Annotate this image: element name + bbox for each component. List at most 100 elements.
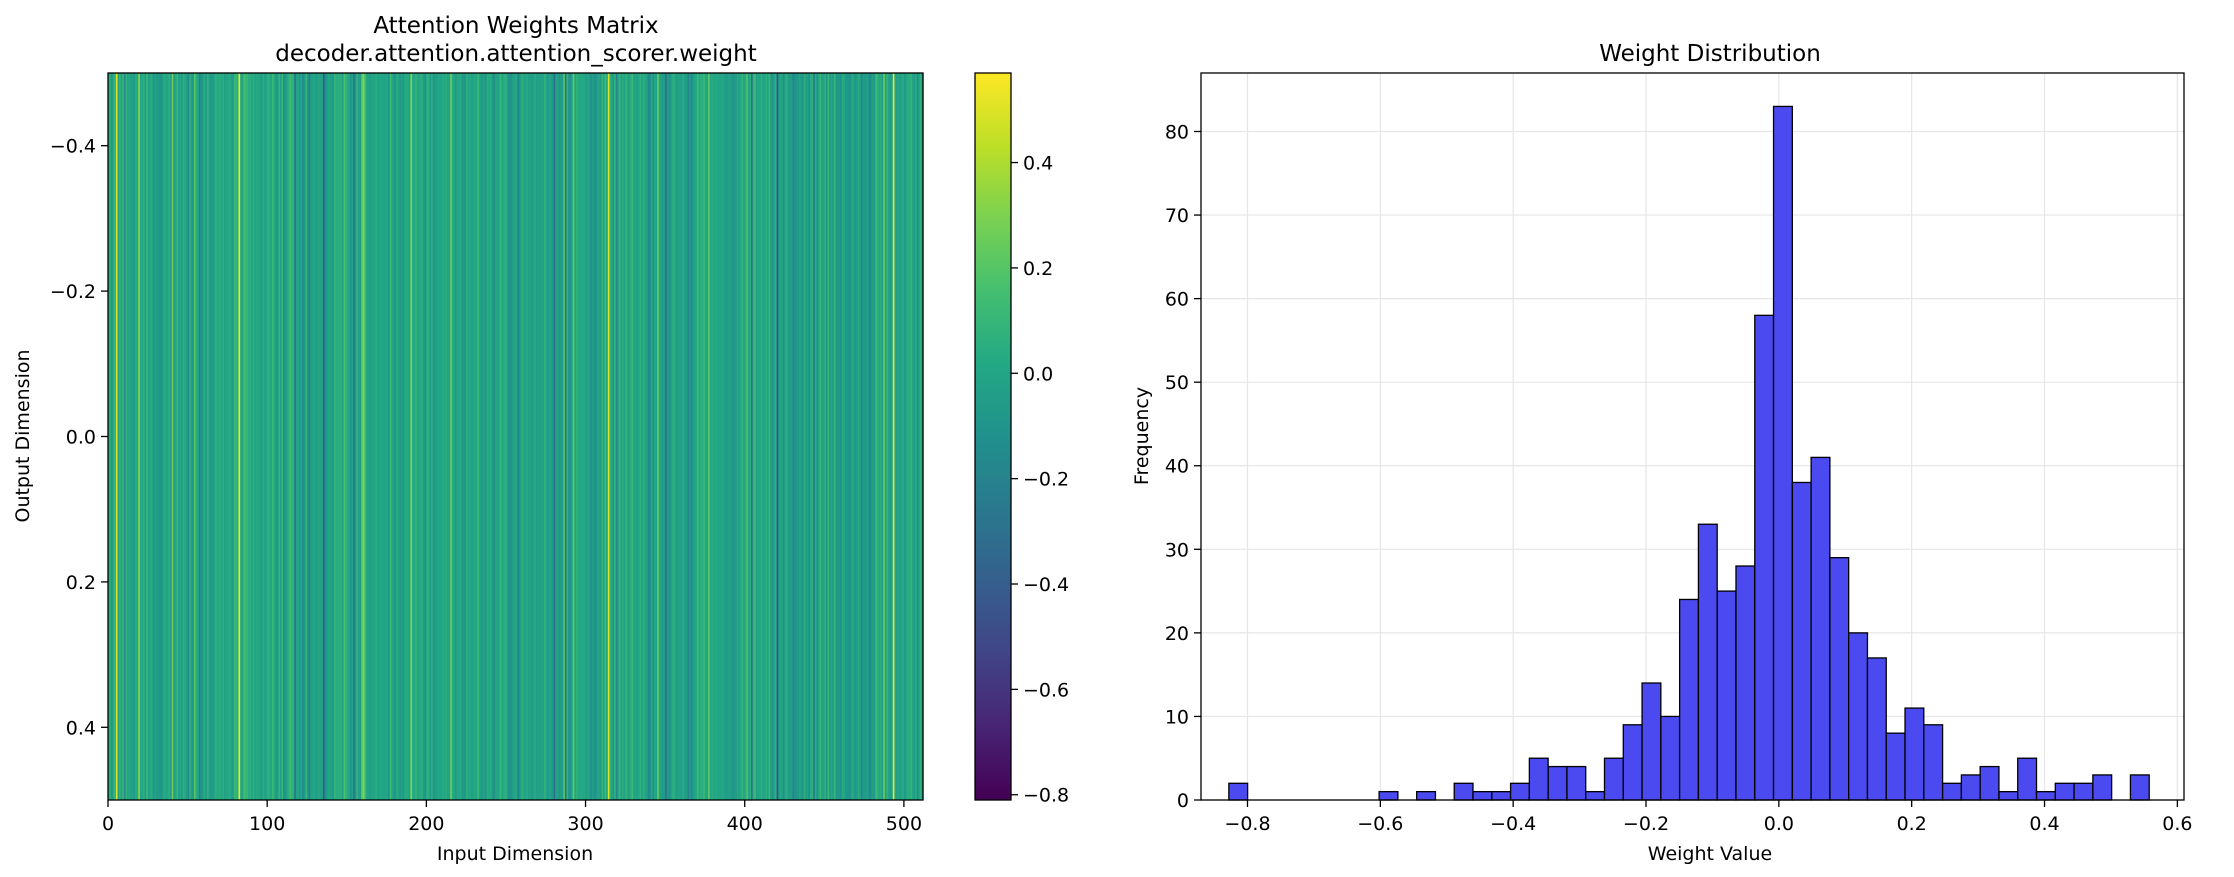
heatmap-cell (108, 73, 111, 800)
heatmap-cell (905, 73, 908, 800)
heatmap-cell (173, 73, 176, 800)
heatmap-cell (109, 73, 112, 800)
heatmap-cell (593, 73, 596, 800)
heatmap-cell (684, 73, 687, 800)
heatmap-cell (122, 73, 125, 800)
heatmap-cell (730, 73, 733, 800)
heatmap-cell (646, 73, 649, 800)
heatmap-cell (206, 73, 209, 800)
heatmap-cell (887, 73, 891, 800)
heatmap-cell (848, 73, 851, 800)
heatmap-cell (895, 73, 899, 800)
heatmap-cell (609, 73, 612, 800)
heatmap-cell (168, 73, 171, 800)
heatmap-cell (268, 73, 271, 800)
heatmap-cell (416, 73, 419, 800)
heatmap-cell (509, 73, 512, 800)
heatmap-cell (386, 73, 389, 800)
heatmap-cell (499, 73, 502, 800)
heatmap-x-tick-label: 200 (408, 813, 444, 835)
heatmap-cell (478, 73, 482, 800)
heatmap-cell (437, 73, 440, 800)
heatmap-cell (884, 73, 887, 800)
heatmap-cell (900, 73, 903, 800)
heatmap-cell (311, 73, 314, 800)
heatmap-cell (349, 73, 353, 800)
heatmap-cell (192, 73, 195, 800)
heatmap-cell (341, 73, 345, 800)
heatmap-cell (211, 73, 214, 800)
heatmap-cell (384, 73, 388, 800)
histogram-y-tick-label: 70 (1165, 205, 1189, 227)
heatmap-cell (774, 73, 778, 800)
heatmap-cell (451, 73, 455, 800)
heatmap-cell (641, 73, 644, 800)
histogram-bar (1416, 790, 1437, 801)
heatmap-cell (577, 73, 580, 800)
heatmap-cell (843, 73, 846, 800)
histogram-bar (1453, 782, 1474, 801)
histogram-bar (1754, 314, 1775, 801)
heatmap-cell (127, 73, 130, 800)
heatmap-cell (189, 73, 192, 800)
heatmap-cell (490, 73, 493, 800)
heatmap-cell (794, 73, 797, 800)
heatmap-cell (415, 73, 418, 800)
heatmap-cell (442, 73, 445, 800)
heatmap-cell (606, 73, 609, 800)
heatmap-cell (779, 73, 782, 800)
heatmap-cell (453, 73, 456, 800)
heatmap-cell (305, 73, 308, 800)
heatmap-cell (324, 73, 327, 800)
heatmap-cell (857, 73, 860, 800)
heatmap-cell (209, 73, 213, 800)
heatmap-cell (838, 73, 841, 800)
heatmap-cell (155, 73, 158, 800)
heatmap-cell (459, 73, 462, 800)
histogram-bar (1923, 724, 1944, 801)
heatmap-cell (786, 73, 789, 800)
heatmap-cell (450, 73, 453, 800)
heatmap-cell (270, 73, 273, 800)
heatmap-cell (588, 73, 591, 800)
heatmap-cell (591, 73, 595, 800)
heatmap-cell (633, 73, 636, 800)
histogram-y-ticks: 0 10 20 30 40 50 60 70 80 (1165, 121, 1201, 812)
heatmap-cell (485, 73, 488, 800)
heatmap-cell (649, 73, 652, 800)
heatmap-cell (351, 73, 354, 800)
heatmap-cell (528, 73, 531, 800)
heatmap-cell (650, 73, 653, 800)
heatmap-cell (883, 73, 886, 800)
heatmap-cell (889, 73, 892, 800)
heatmap-cell (685, 73, 689, 800)
heatmap-cell (671, 73, 674, 800)
heatmap-cell (491, 73, 494, 800)
heatmap-cell (131, 73, 135, 800)
heatmap-cell (198, 73, 201, 800)
histogram-bar (1697, 523, 1718, 801)
heatmap-cell (149, 73, 152, 800)
heatmap-cell (911, 73, 915, 800)
heatmap-cell (566, 73, 569, 800)
heatmap-cell (123, 73, 127, 800)
heatmap-cell (731, 73, 735, 800)
histogram-bar (1941, 782, 1963, 801)
histogram-y-tick-label: 0 (1177, 790, 1189, 812)
heatmap-cell (171, 73, 174, 800)
heatmap-cell (859, 73, 862, 800)
heatmap-cell (346, 73, 349, 800)
heatmap-cell (138, 73, 141, 800)
heatmap-cell (170, 73, 173, 800)
histogram-x-tick-label: −0.2 (1623, 813, 1669, 835)
heatmap-cell (287, 73, 291, 800)
histogram-bar (1547, 765, 1568, 801)
heatmap-cell (408, 73, 412, 800)
heatmap-cell (724, 73, 727, 800)
heatmap-cell (719, 73, 722, 800)
heatmap-cell (617, 73, 620, 800)
heatmap-cell (279, 73, 283, 800)
histogram-bar (1904, 707, 1925, 801)
heatmap-cell (754, 73, 757, 800)
heatmap-cell (703, 73, 706, 800)
